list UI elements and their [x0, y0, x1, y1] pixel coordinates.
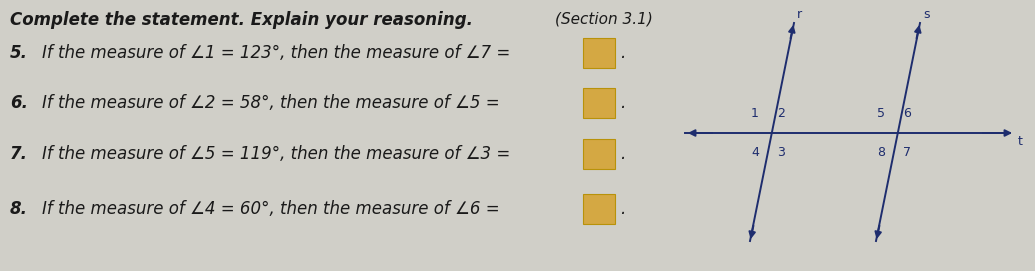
Text: .: .	[620, 94, 625, 112]
Text: 1: 1	[751, 107, 759, 120]
Text: t: t	[1018, 134, 1023, 147]
Text: 8.: 8.	[10, 200, 28, 218]
Text: 4: 4	[751, 146, 759, 159]
Text: s: s	[923, 8, 929, 21]
Text: .: .	[620, 200, 625, 218]
Text: (Section 3.1): (Section 3.1)	[555, 11, 653, 26]
Text: 6: 6	[903, 107, 911, 120]
Bar	[583, 38, 615, 68]
Text: r: r	[797, 8, 802, 21]
Bar	[583, 194, 615, 224]
Text: 8: 8	[877, 146, 885, 159]
Text: If the measure of ∠4 = 60°, then the measure of ∠6 =: If the measure of ∠4 = 60°, then the mea…	[42, 200, 500, 218]
Text: 5: 5	[877, 107, 885, 120]
Text: Complete the statement. Explain your reasoning.: Complete the statement. Explain your rea…	[10, 11, 473, 29]
Text: .: .	[620, 145, 625, 163]
Text: If the measure of ∠1 = 123°, then the measure of ∠7 =: If the measure of ∠1 = 123°, then the me…	[42, 44, 510, 62]
Text: 3: 3	[777, 146, 785, 159]
Text: 7.: 7.	[10, 145, 28, 163]
Bar	[583, 88, 615, 118]
Text: 2: 2	[777, 107, 785, 120]
Bar	[583, 139, 615, 169]
Text: 5.: 5.	[10, 44, 28, 62]
Text: .: .	[620, 44, 625, 62]
Text: If the measure of ∠2 = 58°, then the measure of ∠5 =: If the measure of ∠2 = 58°, then the mea…	[42, 94, 500, 112]
Text: 6.: 6.	[10, 94, 28, 112]
Text: If the measure of ∠5 = 119°, then the measure of ∠3 =: If the measure of ∠5 = 119°, then the me…	[42, 145, 510, 163]
Text: 7: 7	[903, 146, 911, 159]
